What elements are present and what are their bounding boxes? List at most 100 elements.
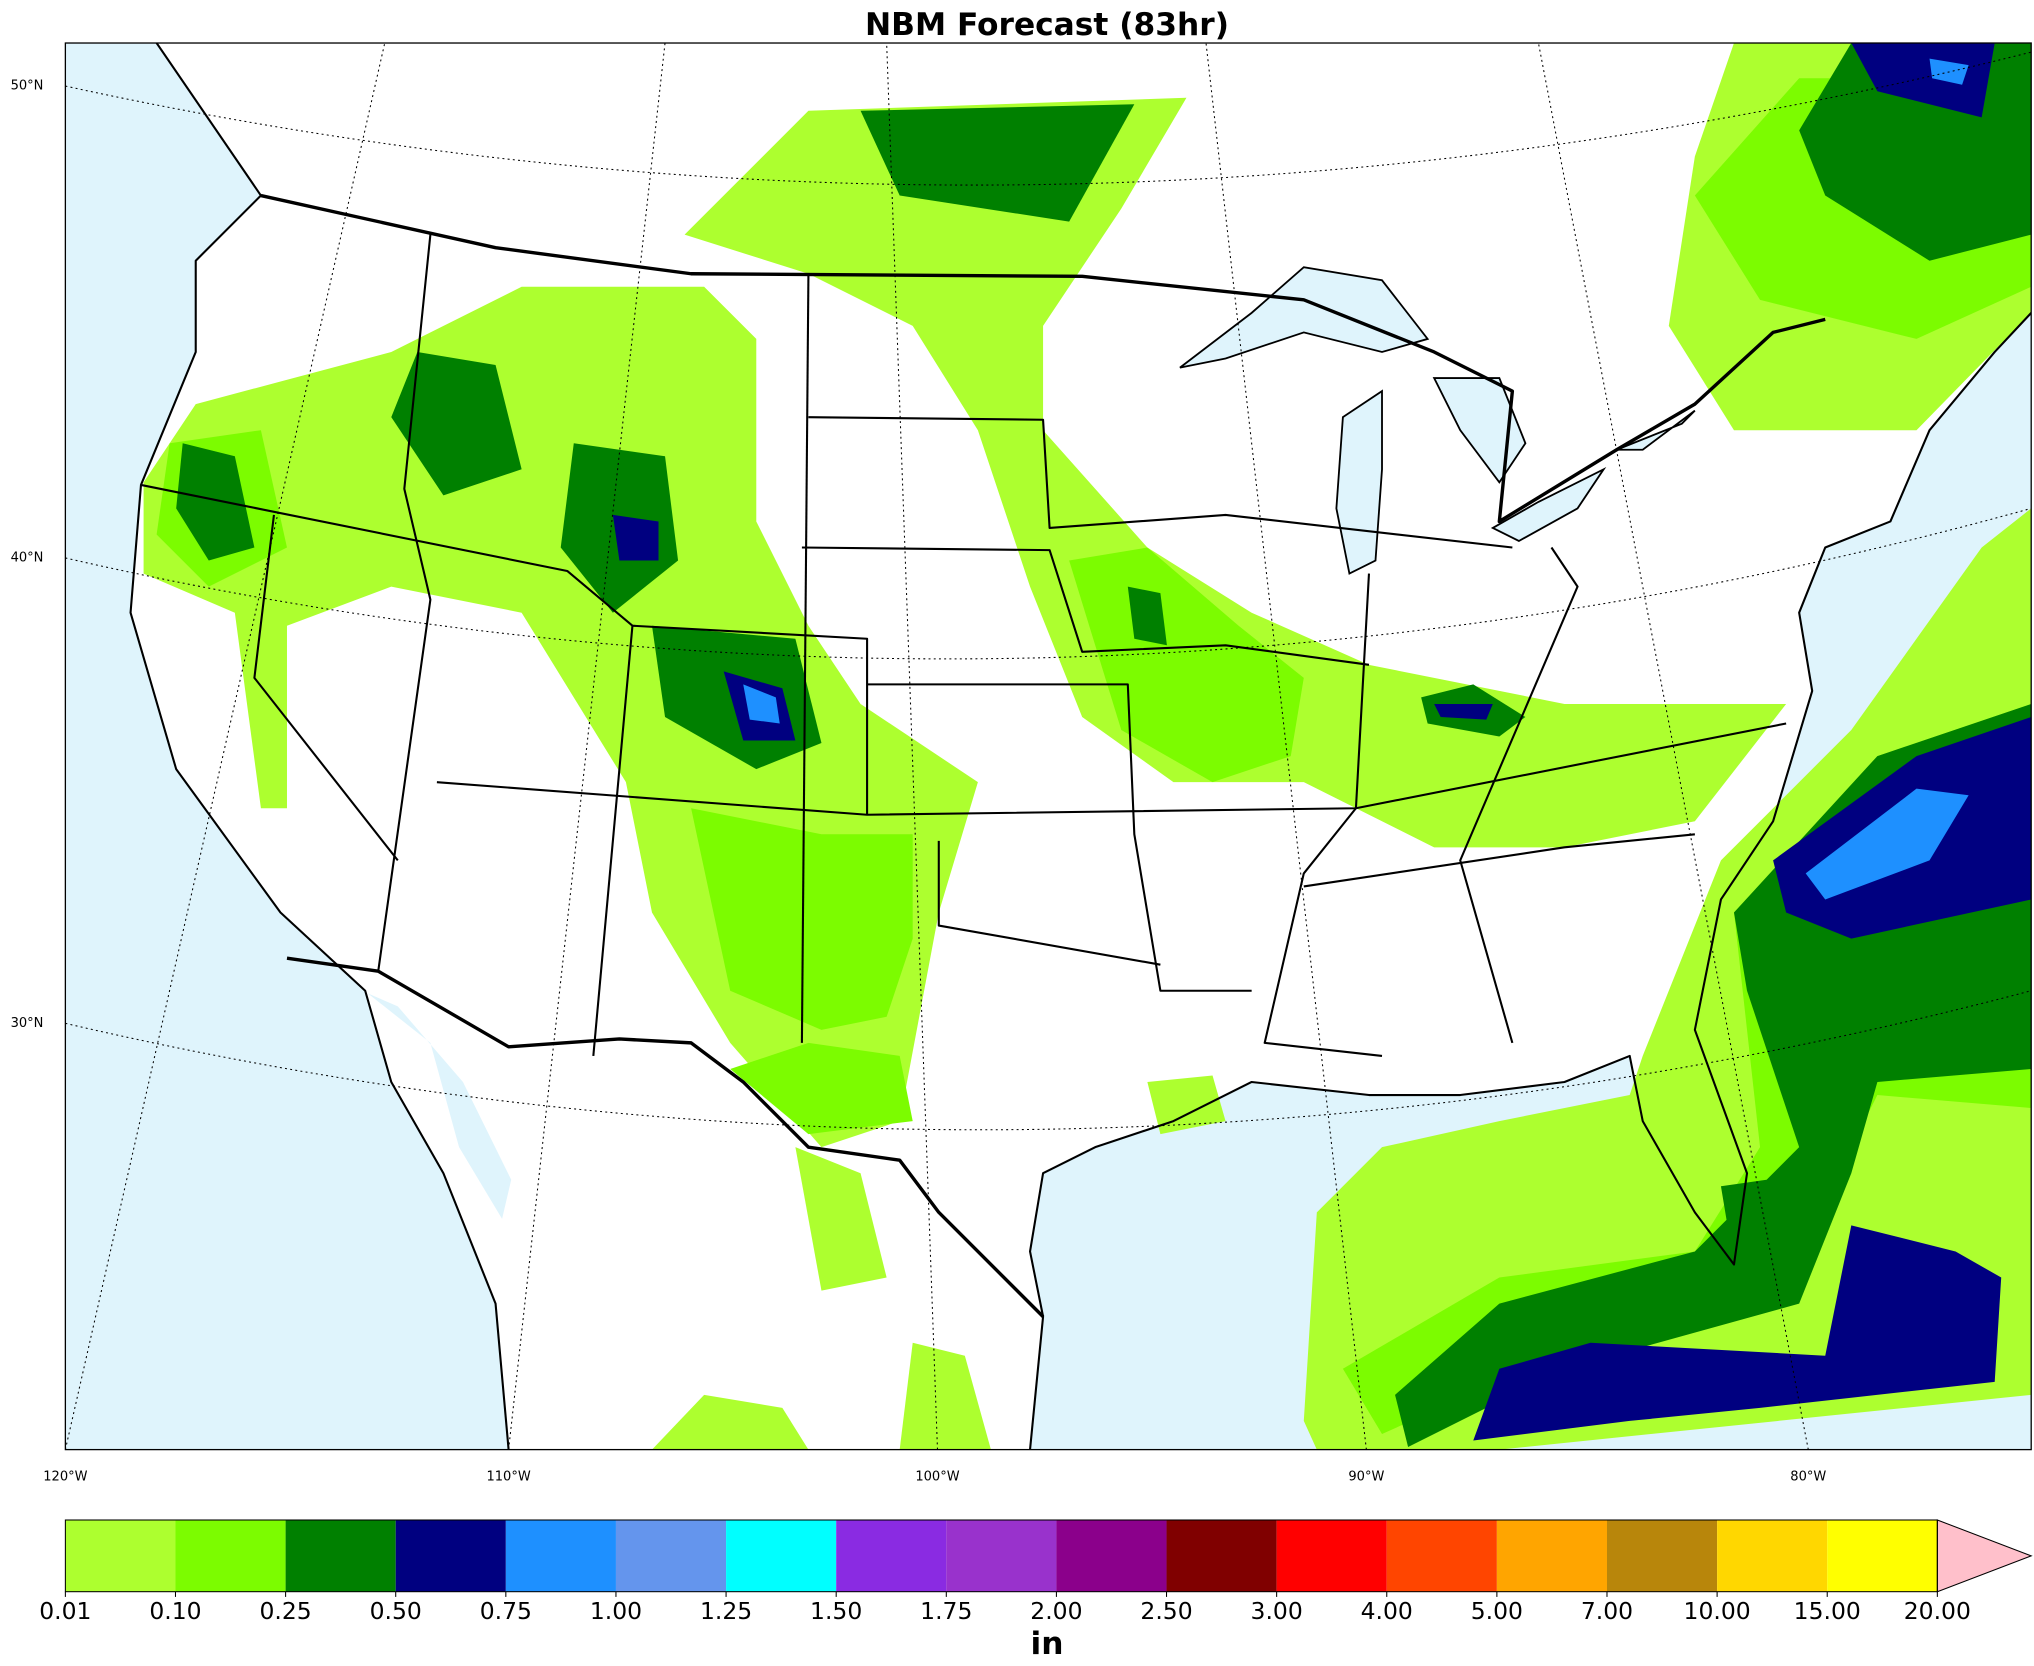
lon-labels: 120°W 110°W 100°W 90°W 80°W: [43, 1469, 1826, 1484]
state-line: [436, 722, 1787, 816]
colorbar-outline: [64, 1519, 1938, 1593]
precip-area: [1303, 508, 2032, 1450]
colorbar-tick-label: 0.10: [149, 1597, 201, 1625]
colorbar-tick-label: 15.00: [1794, 1597, 1861, 1625]
colorbar-extend: [1936, 1519, 2033, 1593]
parallel: [65, 990, 2032, 1131]
precip-area: [612, 514, 659, 561]
colorbar-box: [1276, 1519, 1387, 1592]
colorbar-tick-label: 0.50: [370, 1597, 422, 1625]
precip-area: [1805, 788, 1969, 900]
colorbar-box: [65, 1519, 176, 1592]
graticule: [65, 43, 2032, 1450]
colorbar-tick-label: 0.25: [259, 1597, 311, 1625]
state-line: [592, 625, 634, 1057]
state-line: [801, 546, 1370, 666]
state-line: [867, 683, 1252, 992]
colorbar-tick-label: 1.25: [700, 1597, 752, 1625]
colorbar-tick-label: 2.50: [1140, 1597, 1192, 1625]
state-line: [1263, 573, 1383, 1057]
colorbar-tick-label: 1.50: [810, 1597, 862, 1625]
precip-area: [176, 443, 255, 561]
precip-area: [899, 1342, 991, 1450]
lat-labels: 50°N 40°N 30°N: [11, 79, 44, 1031]
meridian: [1205, 43, 1367, 1450]
state-line: [1459, 546, 1579, 1044]
gulf-of-california: [367, 993, 512, 1219]
country-border: [286, 956, 1045, 1318]
colorbar-box: [1606, 1519, 1718, 1592]
colorbar-box: [726, 1519, 837, 1592]
meridian: [508, 43, 666, 1450]
lat-label: 50°N: [11, 79, 44, 94]
precip-areas: [143, 43, 2032, 1450]
precip-area: [730, 1042, 913, 1135]
colorbar-box: [1717, 1519, 1828, 1592]
precip-area: [1851, 43, 1995, 118]
precip-area: [1147, 1075, 1226, 1135]
state-line: [253, 514, 399, 862]
precip-area: [1473, 1225, 2002, 1441]
colorbar: 0.01 0.10 0.25 0.50 0.75 1.00 1.25 1.50 1.75 2.00…: [39, 1519, 2033, 1625]
colorbar-unit: in: [1030, 1626, 1063, 1662]
state-line: [800, 273, 810, 1043]
colorbar-tick-label: 10.00: [1684, 1597, 1751, 1625]
map-title: NBM Forecast (83hr): [865, 7, 1229, 43]
colorbar-box: [615, 1519, 727, 1592]
colorbar-box: [1827, 1519, 1938, 1592]
country-border: [260, 193, 1826, 524]
colorbar-tick-label: 0.75: [480, 1597, 532, 1625]
state-line: [937, 840, 1161, 966]
state-line: [377, 234, 432, 972]
state-line: [808, 416, 1513, 549]
colorbar-tick-label: 20.00: [1904, 1597, 1971, 1625]
colorbar-box: [505, 1519, 616, 1592]
colorbar-tick-label: 1.75: [920, 1597, 972, 1625]
colorbar-tick-label: 2.00: [1030, 1597, 1082, 1625]
precip-area: [860, 104, 1135, 222]
precip-area: [1127, 586, 1167, 646]
colorbar-tick-label: 1.00: [590, 1597, 642, 1625]
lon-label: 120°W: [43, 1469, 87, 1484]
lat-label: 30°N: [11, 1016, 44, 1031]
parallel: [65, 507, 2032, 660]
parallel: [65, 51, 2032, 186]
colorbar-tick-label: 3.00: [1251, 1597, 1303, 1625]
precip-area: [691, 808, 913, 1030]
lake-erie: [1490, 466, 1607, 543]
lon-label: 80°W: [1790, 1469, 1826, 1484]
colorbar-tick-label: 0.01: [39, 1597, 91, 1625]
coastline: [1028, 312, 2032, 1450]
colorbar-box: [285, 1519, 396, 1592]
state-line: [1303, 833, 1695, 888]
colorbar-box: [395, 1519, 506, 1592]
precip-area: [1720, 1179, 1774, 1265]
colorbar-box: [946, 1519, 1057, 1592]
colorbar-box: [836, 1519, 947, 1592]
lon-label: 100°W: [915, 1469, 959, 1484]
map-area: [65, 43, 2032, 1450]
colorbar-box: [1496, 1519, 1607, 1592]
precip-area: [1069, 547, 1304, 783]
precip-area: [743, 684, 780, 724]
borders: [129, 43, 2032, 1450]
coastline: [129, 43, 510, 1450]
precip-area: [684, 97, 1787, 848]
precip-area: [1434, 703, 1493, 720]
colorbar-tick-label: 5.00: [1471, 1597, 1523, 1625]
map-frame: [64, 42, 2032, 1451]
colorbar-box: [1166, 1519, 1277, 1592]
colorbar-box: [1386, 1519, 1497, 1592]
precip-area: [391, 351, 522, 496]
precip-area: [651, 1394, 809, 1450]
lon-label: 90°W: [1348, 1469, 1384, 1484]
colorbar-tick-label: 7.00: [1581, 1597, 1633, 1625]
meridian: [65, 43, 386, 1450]
precip-area: [795, 1147, 887, 1291]
lake-michigan: [1335, 389, 1383, 575]
colorbar-box: [1056, 1519, 1167, 1592]
colorbar-box: [175, 1519, 286, 1592]
lon-label: 110°W: [486, 1469, 530, 1484]
